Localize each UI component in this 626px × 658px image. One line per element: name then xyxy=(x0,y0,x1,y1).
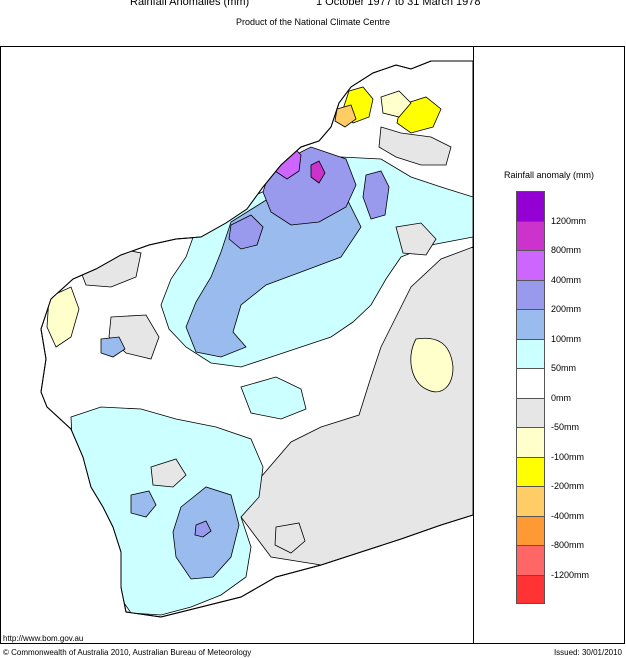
anomaly-region-plus100-sw xyxy=(130,490,157,518)
map-subtitle: Product of the National Climate Centre xyxy=(235,17,391,27)
anomaly-region-plus100-wheatbelt xyxy=(100,336,126,358)
anomaly-region-plus200-south xyxy=(194,520,212,538)
anomaly-region-minus50-ne xyxy=(378,126,452,166)
legend-title: Rainfall anomaly (mm) xyxy=(503,170,595,180)
anomaly-region-plus50-mid xyxy=(240,376,307,420)
legend-swatch xyxy=(516,250,545,280)
anomaly-region-minus100-ne xyxy=(380,90,412,118)
legend-swatch xyxy=(516,191,545,221)
legend-swatch xyxy=(516,574,545,604)
legend-swatch xyxy=(516,545,545,575)
legend-label: 800mm xyxy=(551,245,582,255)
legend-label: -200mm xyxy=(551,481,585,491)
legend-swatch xyxy=(516,368,545,398)
footer-copyright: © Commonwealth of Australia 2010, Austra… xyxy=(3,648,252,657)
legend-swatch xyxy=(516,456,545,486)
frame-divider xyxy=(473,46,474,644)
legend-label: 50mm xyxy=(551,363,577,373)
anomaly-region-minus50-southcentral xyxy=(150,458,187,488)
map-title: Rainfall Anomalies (mm) xyxy=(130,0,250,8)
legend-swatch xyxy=(516,220,545,250)
rainfall-anomaly-map xyxy=(40,60,473,618)
legend-swatch xyxy=(516,397,545,427)
legend-label: 400mm xyxy=(551,274,582,285)
title-row: Rainfall Anomalies (mm) 1 October 1977 t… xyxy=(0,0,626,12)
legend-swatch xyxy=(516,338,545,368)
legend-label: -1200mm xyxy=(551,569,590,580)
legend-swatch xyxy=(516,486,545,516)
legend-swatch xyxy=(516,515,545,545)
map-period: 1 October 1977 to 31 March 1978 xyxy=(316,0,481,8)
legend-label: -100mm xyxy=(551,451,585,462)
legend-swatch xyxy=(516,309,545,339)
coastline xyxy=(40,60,473,618)
anomaly-region-plus800-north xyxy=(310,160,326,184)
legend-label: -400mm xyxy=(551,510,585,521)
legend-swatch xyxy=(516,427,545,457)
anomaly-region-minus400-ne xyxy=(334,104,357,128)
anomaly-region-minus50-south xyxy=(274,522,306,554)
anomaly-region-plus200-pilbara xyxy=(228,214,264,250)
legend-label: -800mm xyxy=(551,540,585,550)
anomaly-region-minus50-central xyxy=(395,222,437,256)
legend-label: -50mm xyxy=(551,422,580,432)
legend-colorbar xyxy=(516,191,545,604)
map-frame xyxy=(0,46,625,644)
legend-label: 0mm xyxy=(551,392,571,403)
footer-url[interactable]: http://www.bom.gov.au xyxy=(3,634,84,643)
legend-swatch xyxy=(516,279,545,309)
anomaly-region-minus100-east xyxy=(410,337,454,393)
legend-label: 100mm xyxy=(551,333,582,344)
anomaly-region-minus100-westcoast xyxy=(46,286,80,348)
anomaly-region-plus200-kimberley xyxy=(362,170,390,220)
legend-label: 1200mm xyxy=(551,215,587,226)
legend-label: 200mm xyxy=(551,304,582,314)
footer-issued-date: Issued: 30/01/2010 xyxy=(553,648,622,657)
